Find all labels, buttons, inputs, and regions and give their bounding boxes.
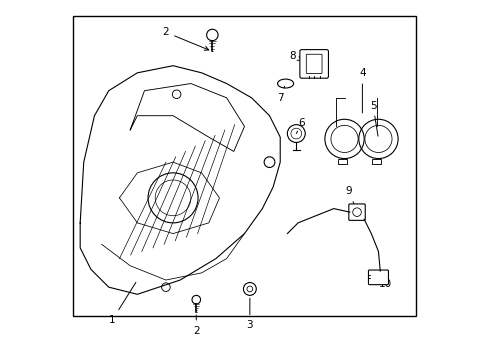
Text: 9: 9 — [345, 186, 355, 210]
Text: 5: 5 — [369, 100, 377, 136]
Text: 2: 2 — [193, 315, 199, 336]
FancyBboxPatch shape — [299, 50, 328, 78]
Text: 10: 10 — [378, 274, 391, 289]
FancyBboxPatch shape — [367, 270, 387, 285]
Text: 4: 4 — [358, 68, 365, 113]
Text: 1: 1 — [109, 282, 136, 325]
FancyBboxPatch shape — [338, 158, 346, 164]
FancyBboxPatch shape — [305, 54, 322, 73]
Text: 7: 7 — [276, 86, 284, 103]
FancyBboxPatch shape — [73, 16, 415, 316]
FancyBboxPatch shape — [371, 158, 380, 164]
Text: 8: 8 — [289, 50, 301, 60]
Text: 3: 3 — [246, 298, 253, 330]
FancyBboxPatch shape — [348, 204, 365, 220]
Text: 2: 2 — [163, 27, 208, 50]
Text: 6: 6 — [296, 118, 305, 134]
